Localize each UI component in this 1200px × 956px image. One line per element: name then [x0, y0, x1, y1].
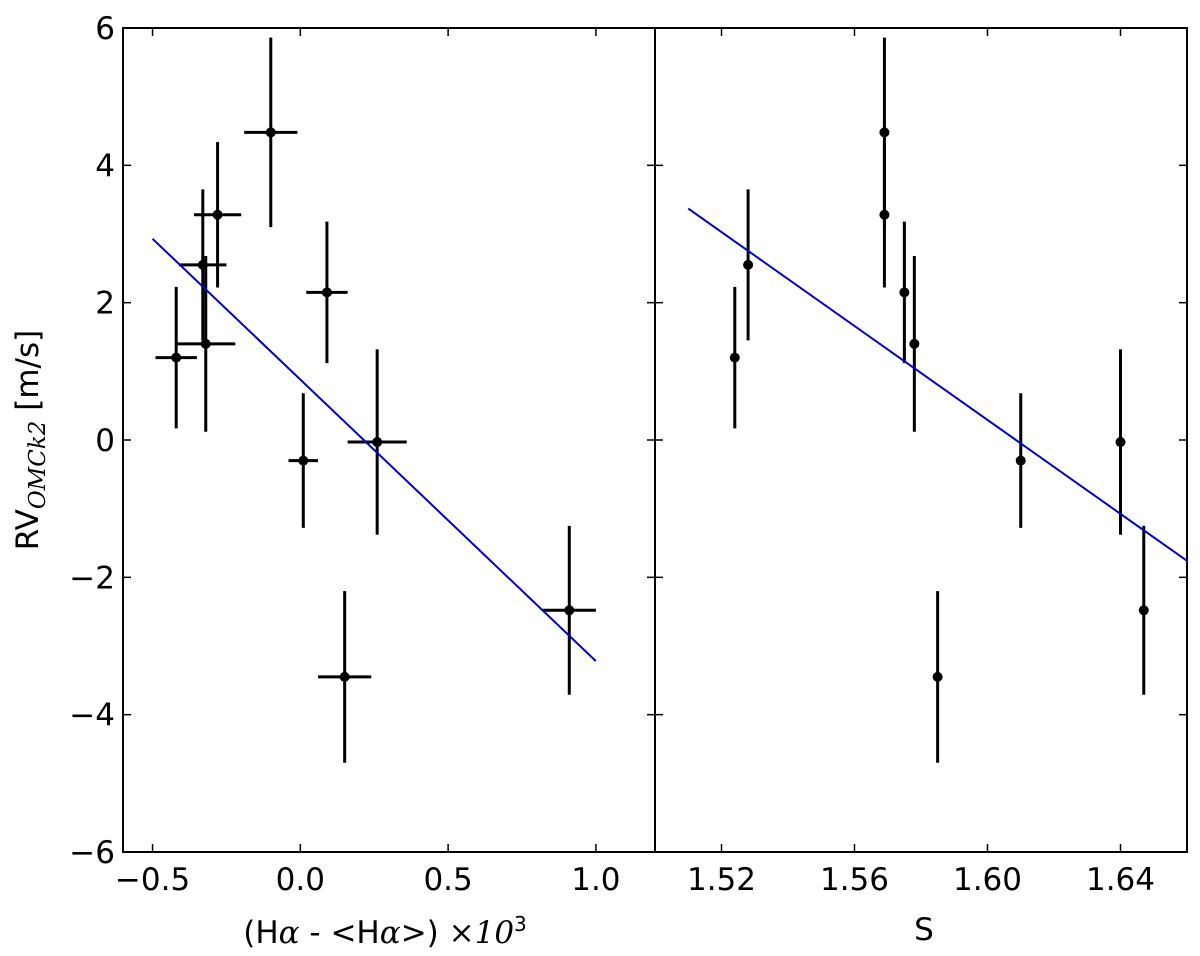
- left-x-tick-label: −0.5: [115, 862, 190, 898]
- panel-s-index: 1.52 1.56 1.60 1.64: [654, 27, 1188, 898]
- y-tick-label: 2: [95, 286, 115, 322]
- left-x-tick-label: 0.5: [423, 862, 472, 898]
- y-tick-label: 0: [95, 423, 115, 459]
- left-data-point: [564, 605, 575, 616]
- x-axis-label-left: (Hα - <Hα>) ×103: [243, 912, 527, 951]
- left-data-point: [372, 437, 383, 448]
- left-data-point: [298, 455, 309, 466]
- y-tick-label: 6: [95, 11, 115, 47]
- left-data-point: [265, 127, 276, 138]
- right-data-point: [1015, 455, 1026, 466]
- y-tick-label: −6: [69, 835, 115, 871]
- right-data-point: [899, 287, 910, 298]
- axis-labels: RVOMCk2 [m/s] (Hα - <Hα>) ×103 S: [10, 330, 934, 951]
- right-fit-line: [687, 207, 1188, 562]
- left-data-point: [200, 338, 211, 349]
- y-tick-label: −2: [69, 560, 115, 596]
- y-tick-label: 4: [95, 148, 115, 184]
- right-data-point: [729, 352, 740, 363]
- right-data-point: [879, 209, 890, 220]
- right-data-point: [879, 127, 890, 138]
- right-data-point: [909, 338, 920, 349]
- left-fit-line: [151, 238, 597, 662]
- right-plot-frame: [654, 27, 1188, 853]
- left-data-point: [339, 671, 350, 682]
- left-x-tick-label: 0.0: [276, 862, 325, 898]
- right-x-tick-label: 1.60: [953, 862, 1022, 898]
- x-axis-label-right: S: [914, 912, 934, 948]
- y-tick-label: −4: [69, 698, 115, 734]
- right-data-point: [932, 671, 943, 682]
- left-data-point: [212, 209, 223, 220]
- right-data-point: [1115, 437, 1126, 448]
- right-x-tick-label: 1.52: [687, 862, 756, 898]
- right-data-point: [743, 259, 754, 270]
- right-x-tick-label: 1.64: [1086, 862, 1155, 898]
- right-x-tick-label: 1.56: [820, 862, 889, 898]
- left-plot-frame: [122, 27, 656, 853]
- right-data-point: [1138, 605, 1149, 616]
- panel-halpha: −6 −4 −2 0 2 4 6 −0.5 0.0 0.5 1.0: [69, 11, 656, 898]
- left-data-point: [171, 352, 182, 363]
- left-data-point: [321, 287, 332, 298]
- left-x-tick-label: 1.0: [571, 862, 620, 898]
- y-axis-label: RVOMCk2 [m/s]: [10, 330, 51, 550]
